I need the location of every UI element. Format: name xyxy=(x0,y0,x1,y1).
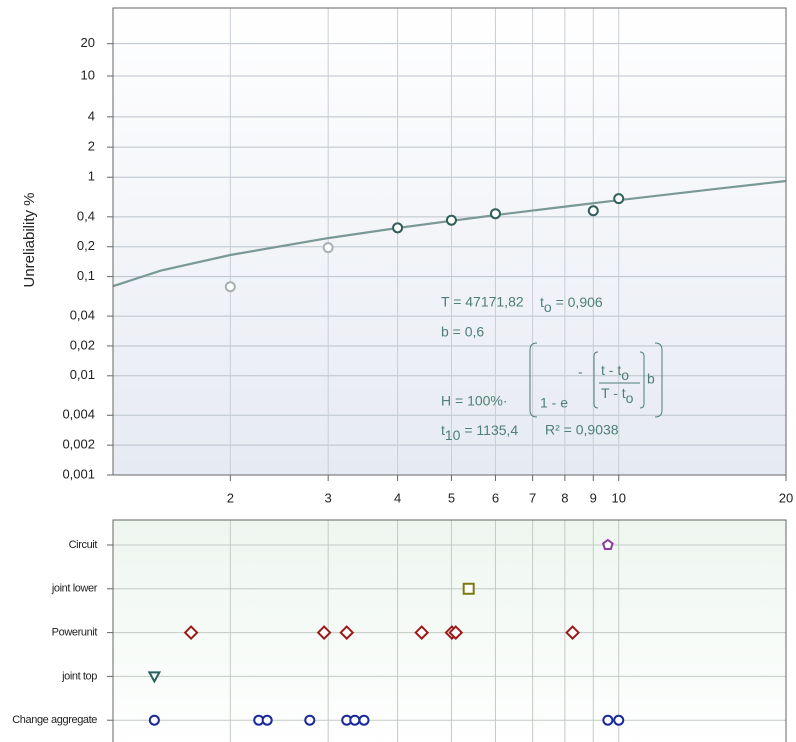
x-tick-label: 10 xyxy=(611,490,625,505)
point xyxy=(147,671,162,684)
t0: t xyxy=(540,294,544,310)
formula-num: t - to xyxy=(601,362,629,383)
y-tick-label: 2 xyxy=(88,139,95,154)
x-tick-label: 4 xyxy=(394,490,401,505)
num-sub: o xyxy=(621,367,629,383)
t0-sub: o xyxy=(544,299,552,315)
point xyxy=(462,582,475,595)
t10-sub: 10 xyxy=(445,427,461,443)
den-sub: o xyxy=(626,390,634,406)
x-tick-label: 3 xyxy=(325,490,332,505)
point xyxy=(349,714,361,726)
param-b: b = 0,6 xyxy=(441,324,484,340)
num: t - t xyxy=(601,362,621,378)
x-tick-label: 2 xyxy=(227,490,234,505)
den: T - t xyxy=(601,385,626,401)
plot-frame-2 xyxy=(112,519,787,742)
point xyxy=(322,242,334,254)
point xyxy=(565,625,581,641)
t0-rest: = 0,906 xyxy=(552,294,603,310)
y-tick-label: 0,1 xyxy=(77,268,95,283)
point xyxy=(358,714,370,726)
point xyxy=(304,714,316,726)
y-tick-label: 0,2 xyxy=(77,238,95,253)
x-tick-label: 5 xyxy=(448,490,455,505)
point xyxy=(261,714,273,726)
point xyxy=(602,714,614,726)
t10: t xyxy=(441,422,445,438)
y-tick-label: 0,02 xyxy=(70,337,95,352)
category-label: Change aggregate xyxy=(12,714,97,726)
x-tick-label: 7 xyxy=(529,490,536,505)
point xyxy=(414,625,430,641)
y-tick-label: 0,01 xyxy=(70,367,95,382)
plot-area xyxy=(113,8,786,475)
y-tick-label: 0,04 xyxy=(70,308,95,323)
plot-frame xyxy=(112,7,787,476)
y-tick-label: 0,4 xyxy=(77,208,95,223)
x-tick-label: 20 xyxy=(779,490,793,505)
t10-rest: = 1135,4 xyxy=(460,422,518,438)
point xyxy=(392,222,404,234)
y-tick-label: 20 xyxy=(81,35,95,50)
y-tick-label: 10 xyxy=(81,67,95,82)
param-t0: to = 0,906 xyxy=(540,294,603,315)
annotations: T = 47171,82 to = 0,906 b = 0,6 H = 100%… xyxy=(441,294,663,443)
y-axis-title: Unreliability % xyxy=(21,192,38,287)
y-tick-label: 0,002 xyxy=(62,437,95,452)
formula-minus: - xyxy=(578,364,583,380)
param-r2: R² = 0,9038 xyxy=(545,422,619,438)
category-label: joint lower xyxy=(51,583,98,595)
point xyxy=(613,193,625,205)
param-T: T = 47171,82 xyxy=(441,294,524,310)
x-tick-label: 6 xyxy=(492,490,499,505)
y-tick-label: 4 xyxy=(88,108,95,123)
formula-den: T - to xyxy=(601,385,634,406)
y-tick-label: 1 xyxy=(88,169,95,184)
point xyxy=(316,625,332,641)
point xyxy=(224,281,236,293)
point xyxy=(148,714,160,726)
point xyxy=(183,625,199,641)
point xyxy=(448,625,464,641)
point xyxy=(445,214,457,226)
y-tick-label: 0,004 xyxy=(62,407,95,422)
param-t10: t10 = 1135,4 xyxy=(441,422,518,443)
formula-exp: b xyxy=(647,371,655,387)
point xyxy=(601,538,614,551)
point xyxy=(613,714,625,726)
category-label: Powerunit xyxy=(52,627,98,639)
point xyxy=(587,205,599,217)
formula-lhs: H = 100%· xyxy=(441,393,508,409)
point xyxy=(489,208,501,220)
category-label: Circuit xyxy=(69,539,98,551)
y-tick-label: 0,001 xyxy=(62,466,95,481)
x-tick-label: 9 xyxy=(590,490,597,505)
category-label: joint top xyxy=(61,670,97,682)
x-tick-label: 8 xyxy=(561,490,568,505)
formula-one: 1 - e xyxy=(540,395,568,411)
point xyxy=(339,625,355,641)
brackets xyxy=(529,342,663,418)
